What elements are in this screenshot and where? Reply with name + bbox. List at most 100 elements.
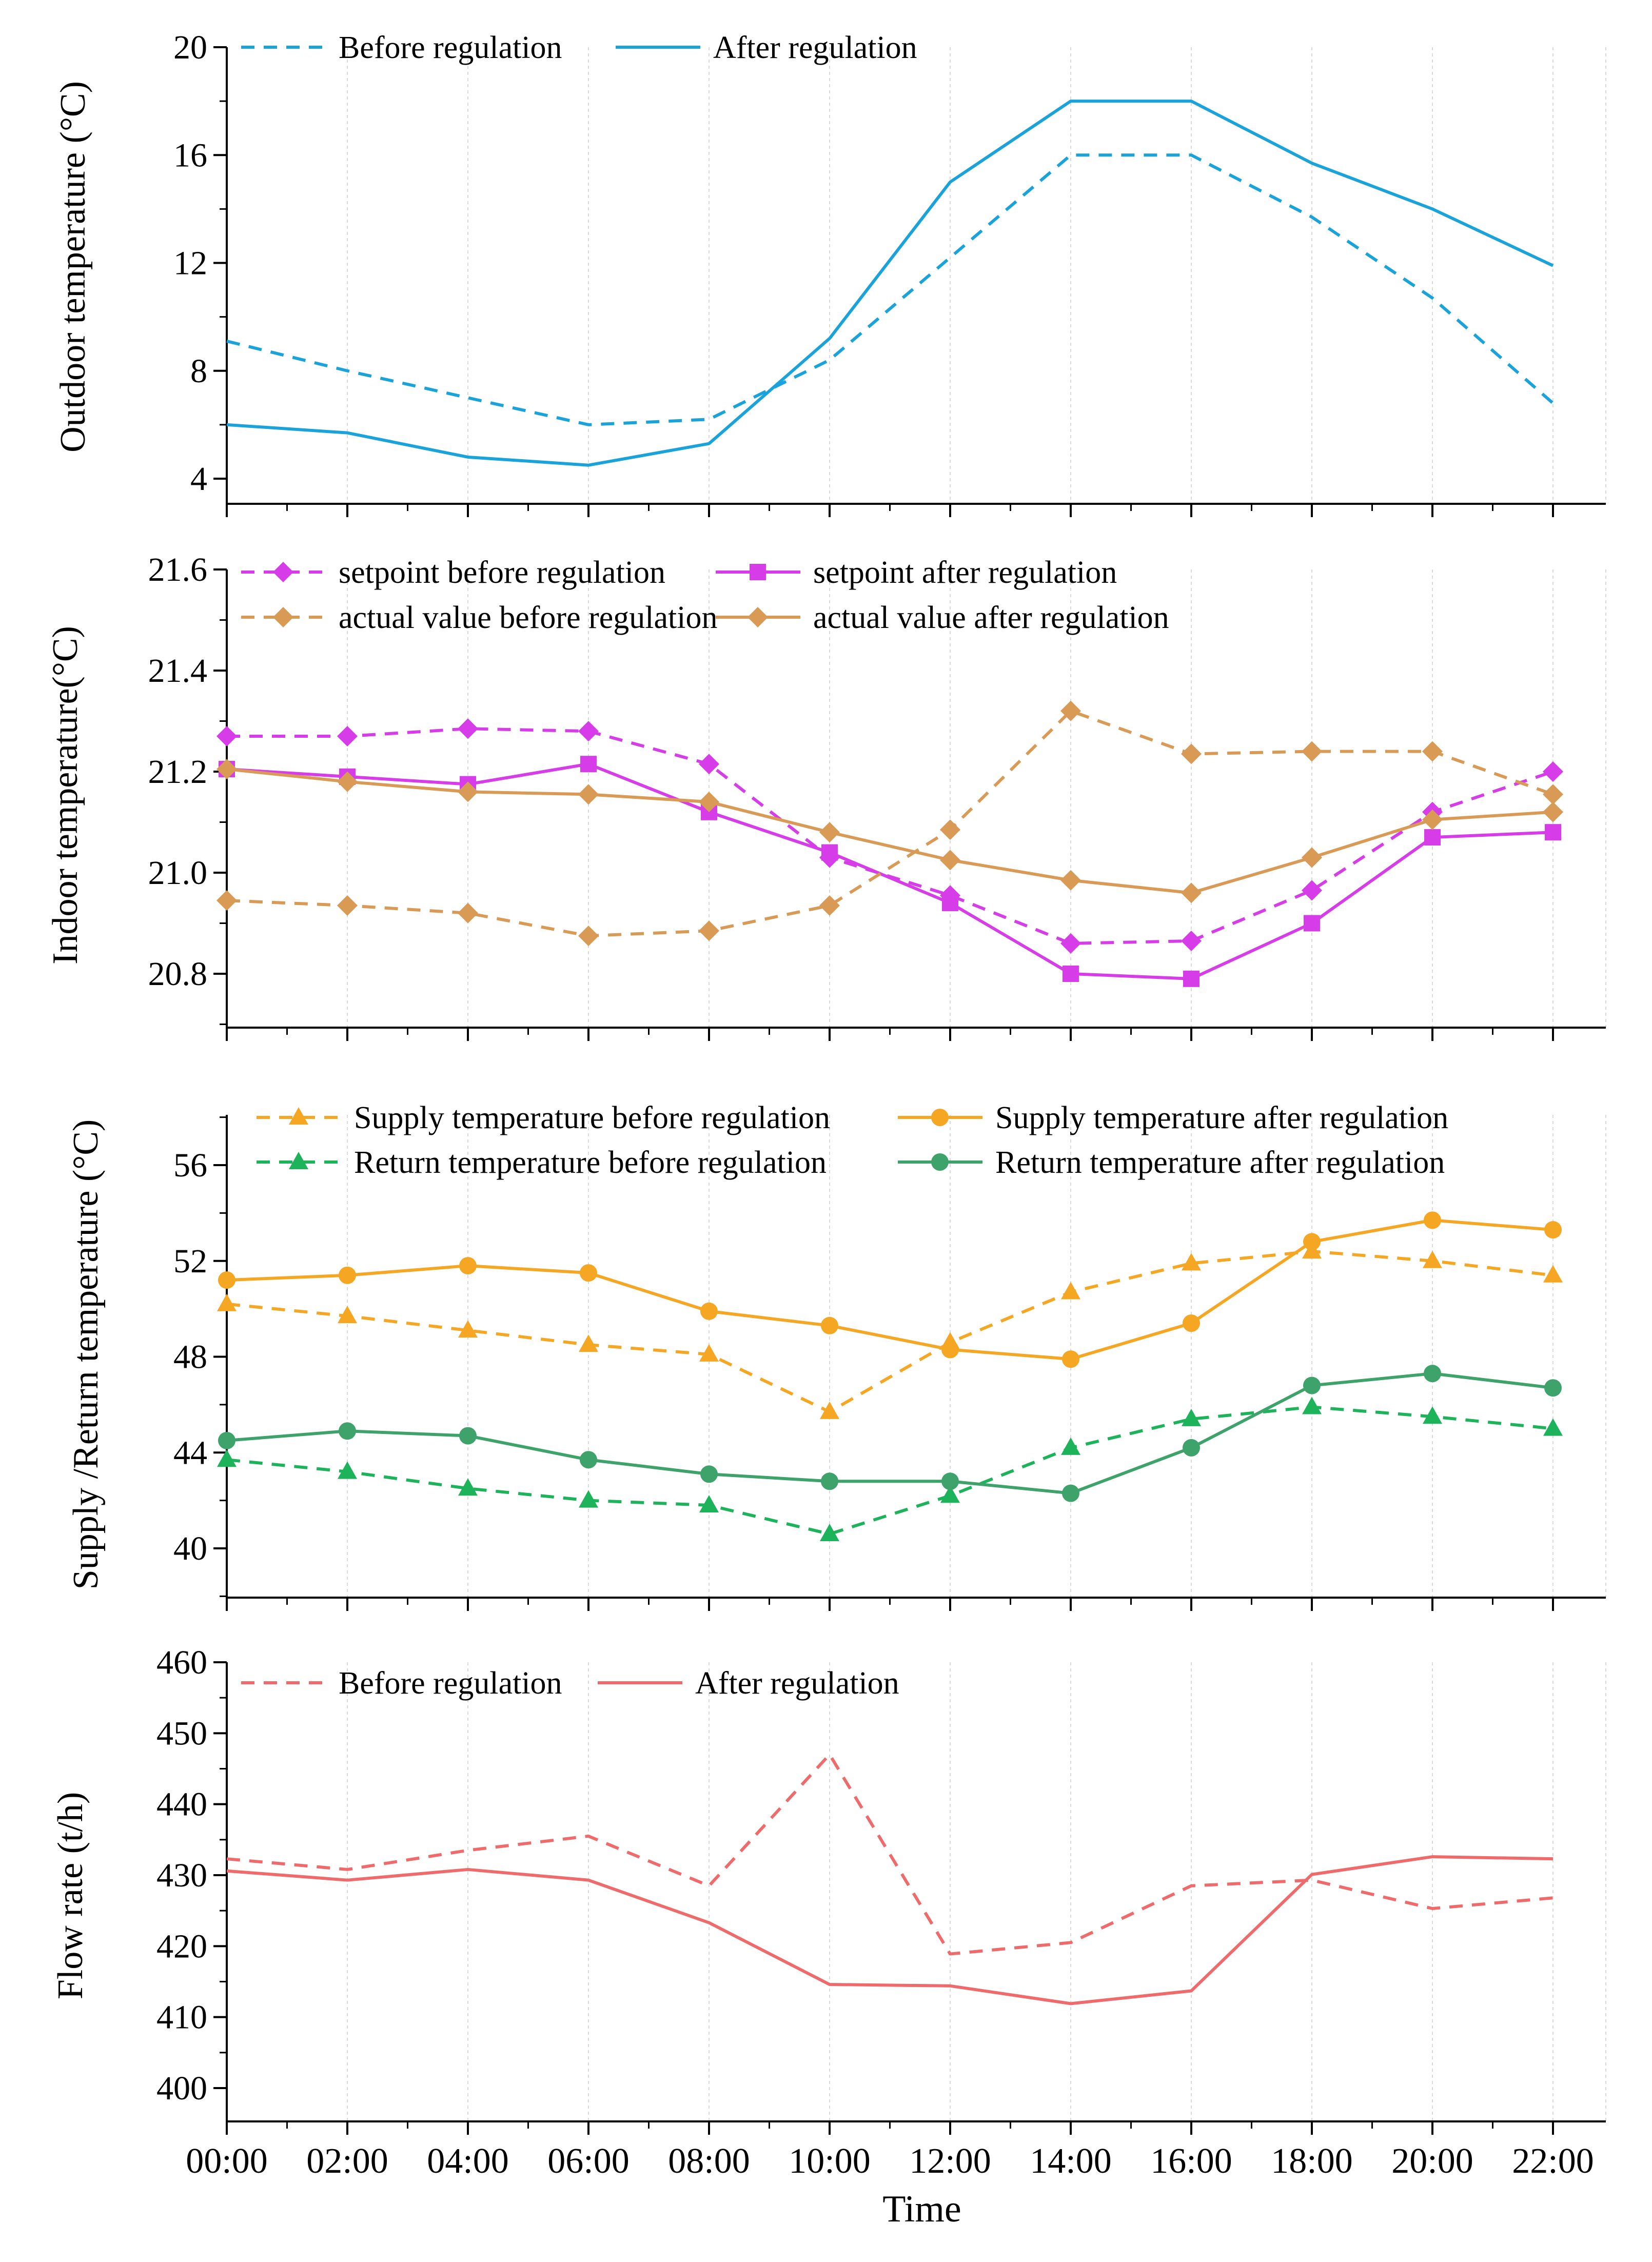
data-point — [1062, 1350, 1079, 1368]
data-point — [337, 771, 358, 792]
series-line — [226, 1250, 1553, 1413]
series-line — [226, 762, 1553, 980]
legend-label: actual value before regulation — [339, 600, 717, 635]
data-point — [1060, 870, 1081, 891]
data-point — [940, 1485, 960, 1503]
series-2 — [226, 1855, 1553, 2005]
legend-marker — [273, 607, 293, 627]
data-point — [579, 1334, 598, 1352]
legend: Supply temperature before regulation Supp… — [257, 1100, 1448, 1180]
data-point — [1423, 1250, 1442, 1268]
data-point — [1424, 1211, 1441, 1229]
data-point — [458, 781, 478, 802]
data-point — [1183, 1439, 1200, 1457]
legend-marker — [931, 1109, 949, 1126]
data-point — [458, 1320, 478, 1338]
x-tick-label: 18:00 — [1271, 2141, 1352, 2181]
data-point — [1181, 930, 1202, 951]
data-point — [1302, 741, 1322, 762]
data-point — [1302, 1396, 1322, 1414]
legend-label: Return temperature before regulation — [354, 1145, 827, 1180]
series-line — [226, 1218, 1553, 1361]
data-point — [579, 1490, 598, 1508]
legend-marker — [289, 1152, 308, 1169]
legend-label: Before regulation — [339, 30, 562, 65]
data-point — [218, 1431, 235, 1449]
data-point — [217, 726, 237, 747]
data-point — [699, 792, 719, 813]
data-point — [940, 819, 960, 840]
x-axis-title: Time — [882, 2188, 961, 2230]
y-tick-label: 40 — [173, 1530, 207, 1567]
y-tick-label: 400 — [156, 2070, 207, 2107]
data-point — [217, 890, 237, 911]
series-4 — [218, 1365, 1562, 1502]
data-point — [821, 844, 838, 861]
y-tick-label: 21.2 — [148, 753, 208, 791]
x-tick-label: 14:00 — [1030, 2141, 1111, 2181]
data-point — [700, 1302, 718, 1320]
legend-marker — [748, 607, 768, 627]
data-point — [1424, 829, 1441, 846]
data-point — [578, 721, 599, 742]
data-point — [1304, 915, 1320, 932]
x-tick-label: 08:00 — [668, 2141, 750, 2181]
data-point — [1422, 809, 1443, 830]
y-tick-label: 21.6 — [148, 551, 208, 588]
panel-2: 20.8 21.0 21.2 21.4 21.6 Indoor temperature(°… — [46, 551, 1606, 1041]
y-tick-label: 460 — [156, 1644, 207, 1681]
data-point — [339, 1266, 356, 1284]
data-point — [819, 822, 840, 843]
series-1 — [217, 718, 1563, 954]
panel-1: 4 8 12 16 20 Outdoor temperature (°C) Before r… — [53, 29, 1606, 517]
data-point — [337, 895, 358, 916]
series-line — [226, 709, 1554, 938]
series-line — [226, 100, 1554, 467]
series-1 — [226, 1753, 1553, 1956]
legend: Before regulation After regulation — [241, 1666, 899, 1701]
data-point — [1422, 741, 1443, 762]
data-point — [1302, 880, 1322, 901]
data-point — [699, 754, 719, 775]
data-point — [337, 726, 358, 747]
series-line — [226, 1855, 1553, 2005]
data-point — [1543, 801, 1563, 822]
y-tick-label: 420 — [156, 1927, 207, 1965]
y-tick-label: 16 — [173, 136, 207, 174]
data-point — [580, 1264, 597, 1282]
y-axis-title: Indoor temperature(°C) — [46, 626, 85, 965]
legend-label: Return temperature after regulation — [995, 1145, 1445, 1180]
x-tick-label: 16:00 — [1150, 2141, 1232, 2181]
y-axis-title: Flow rate (t/h) — [51, 1792, 90, 1999]
data-point — [1061, 1437, 1080, 1455]
x-tick-label: 12:00 — [909, 2141, 991, 2181]
data-point — [1545, 824, 1561, 841]
data-point — [941, 1472, 959, 1490]
data-point — [458, 718, 478, 739]
data-point — [820, 1401, 839, 1419]
data-point — [1544, 1221, 1562, 1239]
data-point — [820, 1523, 839, 1541]
legend-label: setpoint before regulation — [339, 555, 665, 590]
legend: Before regulation After regulation — [241, 30, 917, 65]
series-line — [226, 1753, 1553, 1956]
y-tick-label: 410 — [156, 1999, 207, 2036]
legend-label: After regulation — [695, 1666, 899, 1701]
data-point — [1543, 1265, 1563, 1283]
data-point — [1062, 1484, 1079, 1502]
legend-marker — [750, 564, 766, 580]
x-tick-label: 00:00 — [186, 2141, 267, 2181]
legend-label: Supply temperature after regulation — [995, 1100, 1448, 1135]
y-tick-label: 8 — [190, 352, 207, 390]
data-point — [699, 920, 719, 941]
y-tick-label: 430 — [156, 1857, 207, 1894]
data-point — [1302, 847, 1322, 868]
legend-label: Supply temperature before regulation — [354, 1100, 830, 1135]
series-1 — [217, 1241, 1563, 1419]
data-point — [1423, 1406, 1442, 1424]
data-point — [821, 1316, 838, 1334]
y-tick-label: 4 — [190, 460, 207, 498]
data-point — [1182, 1253, 1201, 1271]
